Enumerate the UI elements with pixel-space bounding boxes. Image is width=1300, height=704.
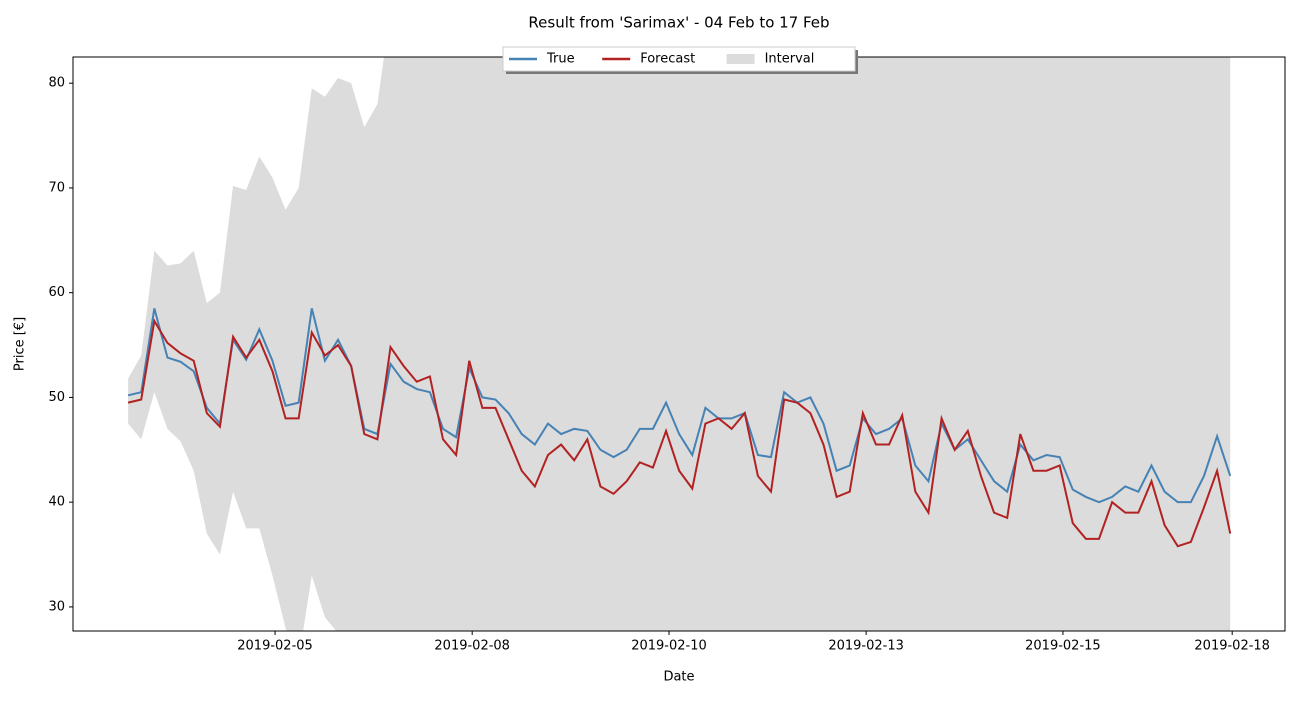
legend	[502, 46, 856, 72]
y-tick-label: 50	[48, 390, 65, 405]
x-tick-label: 2019-02-13	[828, 639, 904, 654]
x-tick-label: 2019-02-08	[434, 639, 510, 654]
y-tick-label: 40	[48, 495, 65, 510]
y-tick-label: 70	[48, 180, 65, 195]
x-axis-label: Date	[663, 670, 694, 685]
y-tick-label: 80	[48, 76, 65, 91]
y-axis-label: Price [€]	[13, 317, 28, 371]
legend-label: Forecast	[640, 52, 695, 67]
legend-label: True	[546, 52, 575, 67]
x-tick-label: 2019-02-05	[237, 639, 313, 654]
series-line	[127, 318, 1232, 548]
series-line	[127, 308, 1232, 504]
legend-label: Interval	[765, 52, 815, 67]
y-tick-label: 60	[48, 285, 65, 300]
x-tick-label: 2019-02-10	[631, 639, 707, 654]
chart-title: Result from 'Sarimax' - 04 Feb to 17 Feb	[528, 14, 829, 32]
x-tick-label: 2019-02-15	[1025, 639, 1101, 654]
interval-area	[128, 57, 1231, 631]
y-tick-label: 30	[48, 599, 65, 614]
legend-swatch	[726, 54, 755, 64]
x-tick-label: 2019-02-18	[1194, 639, 1270, 654]
plot-area	[127, 57, 1232, 631]
